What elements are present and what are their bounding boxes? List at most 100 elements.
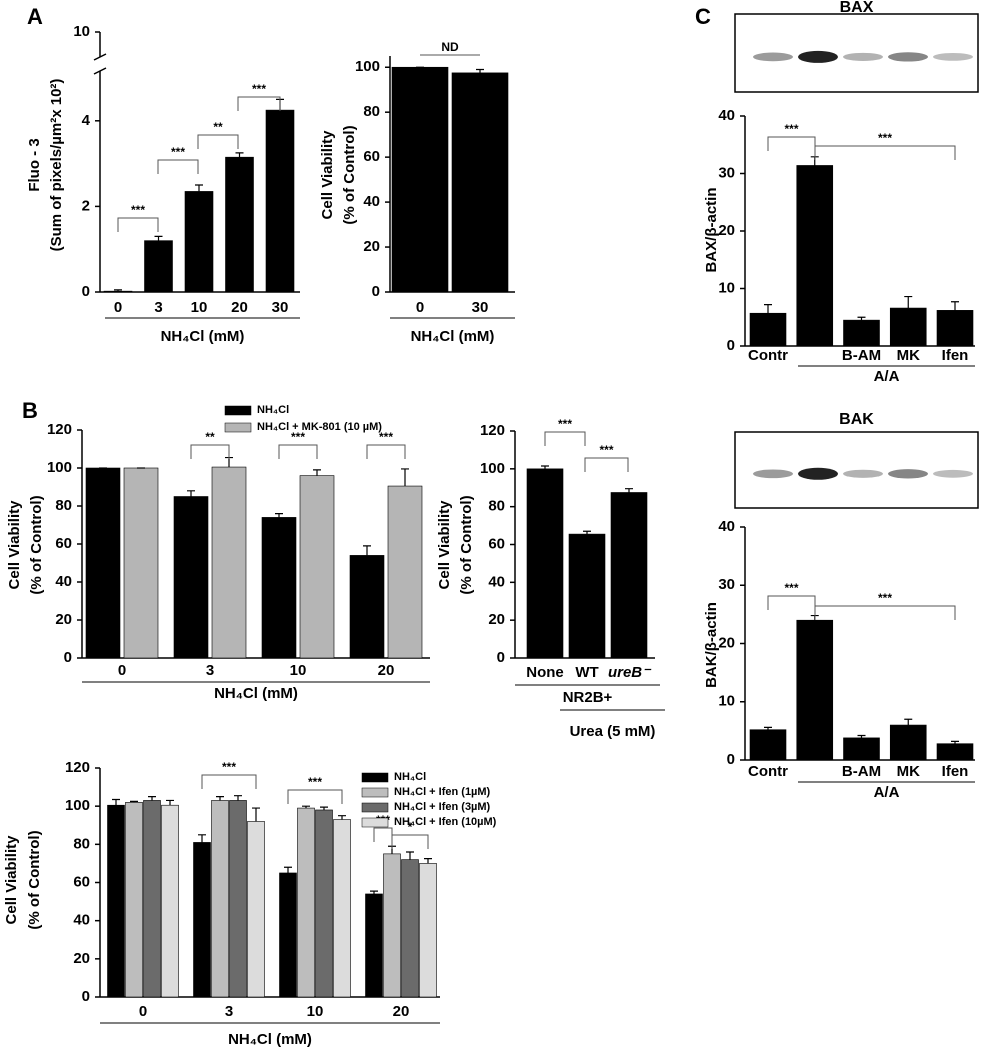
legend-swatch bbox=[224, 422, 252, 433]
x-tick-label: Contr bbox=[748, 763, 788, 780]
legend-label: NH₄Cl bbox=[257, 404, 289, 416]
significance-label: *** bbox=[131, 203, 145, 217]
x-tick-label: 20 bbox=[378, 662, 395, 679]
blot-band bbox=[843, 52, 883, 61]
y-tick-label: 0 bbox=[64, 649, 72, 666]
x-axis-label: NR2B+ bbox=[563, 689, 613, 706]
blot-band bbox=[753, 469, 793, 479]
x-tick-label: 3 bbox=[154, 299, 162, 316]
x-tick-label: Ifen bbox=[942, 347, 969, 364]
significance-label: *** bbox=[171, 145, 185, 159]
y-tick-label: 80 bbox=[363, 103, 380, 120]
y-tick-label: 40 bbox=[718, 107, 735, 124]
significance-bracket bbox=[201, 774, 257, 789]
error-bar bbox=[216, 796, 224, 801]
bar bbox=[144, 240, 173, 293]
x-axis-label: A/A bbox=[874, 368, 900, 385]
significance-bracket bbox=[197, 134, 239, 149]
legend-label: NH₄Cl + Ifen (10µM) bbox=[394, 816, 497, 828]
significance-label: ND bbox=[441, 40, 459, 54]
blot-band bbox=[798, 467, 838, 480]
significance-bracket bbox=[767, 136, 816, 151]
y-tick-label: 120 bbox=[65, 759, 90, 776]
y-tick-label: 60 bbox=[363, 148, 380, 165]
error-bar bbox=[235, 152, 244, 158]
legend-label: NH₄Cl bbox=[394, 771, 426, 783]
error-bar bbox=[904, 295, 913, 309]
y-axis-label: Cell Viability bbox=[436, 500, 453, 590]
y-axis-label: Fluo - 3 bbox=[26, 138, 43, 191]
error-bar bbox=[198, 834, 206, 843]
x-tick-label: 0 bbox=[118, 662, 126, 679]
y-axis-label: (% of Control) bbox=[26, 830, 43, 929]
x-axis-label: NH₄Cl (mM) bbox=[161, 328, 245, 345]
error-bar bbox=[764, 304, 772, 314]
blot-title: BAX bbox=[840, 0, 874, 16]
y-axis-label: (% of Control) bbox=[341, 125, 358, 224]
bar bbox=[843, 319, 880, 347]
bar bbox=[193, 842, 211, 998]
bar bbox=[889, 724, 927, 761]
error-bar bbox=[857, 316, 866, 321]
blot-band bbox=[798, 50, 838, 63]
error-bar bbox=[625, 488, 633, 493]
bar bbox=[333, 819, 351, 998]
x-tick-label: 10 bbox=[191, 299, 208, 316]
x-tick-label: Ifen bbox=[942, 763, 969, 780]
bar bbox=[261, 517, 297, 659]
error-bar bbox=[195, 184, 203, 192]
significance-label: * bbox=[408, 820, 413, 834]
x-tick-label: 30 bbox=[472, 299, 489, 316]
bar bbox=[85, 467, 121, 659]
error-bar bbox=[252, 807, 260, 822]
error-bar bbox=[130, 800, 138, 803]
y-tick-label: 2 bbox=[82, 197, 90, 214]
blot-band bbox=[933, 53, 973, 61]
significance-label: *** bbox=[222, 760, 236, 774]
y-tick-label: 20 bbox=[718, 634, 735, 651]
y-tick-label: 0 bbox=[372, 283, 380, 300]
y-tick-label: 20 bbox=[363, 238, 380, 255]
error-bar bbox=[951, 740, 959, 744]
error-bar bbox=[764, 726, 772, 730]
y-tick-label: 20 bbox=[718, 222, 735, 239]
y-tick-label: 80 bbox=[488, 498, 505, 515]
error-bar bbox=[166, 799, 174, 806]
y-axis-label: Cell Viability bbox=[3, 835, 20, 925]
y-tick-label: 0 bbox=[82, 283, 90, 300]
significance-bracket bbox=[157, 159, 199, 174]
x-axis-label: NH₄Cl (mM) bbox=[411, 328, 495, 345]
bar bbox=[103, 290, 133, 293]
blot-band bbox=[888, 469, 928, 479]
y-tick-label: 40 bbox=[488, 573, 505, 590]
bar bbox=[843, 737, 880, 761]
legend-label: NH₄Cl + MK-801 (10 µM) bbox=[257, 421, 382, 433]
significance-bracket bbox=[237, 96, 281, 111]
significance-bracket bbox=[814, 605, 956, 620]
bar bbox=[297, 807, 315, 998]
x-tick-label: 0 bbox=[416, 299, 424, 316]
y-tick-label: 120 bbox=[480, 422, 505, 439]
x-axis-label: A/A bbox=[874, 784, 900, 801]
x-tick-label: 0 bbox=[139, 1003, 147, 1020]
y-tick-label: 0 bbox=[727, 751, 735, 768]
error-bar bbox=[583, 530, 591, 535]
x-tick-label: ureB⁻ bbox=[608, 664, 652, 681]
significance-bracket bbox=[584, 457, 629, 472]
y-tick-label: 0 bbox=[82, 988, 90, 1005]
y-tick-label: 60 bbox=[55, 535, 72, 552]
significance-bracket bbox=[544, 431, 586, 446]
y-tick-label: 40 bbox=[73, 912, 90, 929]
x-tick-label: Contr bbox=[748, 347, 788, 364]
x-tick-label: 3 bbox=[206, 662, 214, 679]
significance-bracket bbox=[117, 217, 159, 232]
y-tick-label: 0 bbox=[727, 337, 735, 354]
error-bar bbox=[313, 469, 321, 476]
y-tick-label: 60 bbox=[488, 535, 505, 552]
significance-label: ** bbox=[213, 120, 223, 134]
y-tick-label: 10 bbox=[73, 23, 90, 40]
blot-band bbox=[933, 469, 973, 478]
y-tick-label: 0 bbox=[497, 649, 505, 666]
legend-label: NH₄Cl + Ifen (3µM) bbox=[394, 801, 491, 813]
